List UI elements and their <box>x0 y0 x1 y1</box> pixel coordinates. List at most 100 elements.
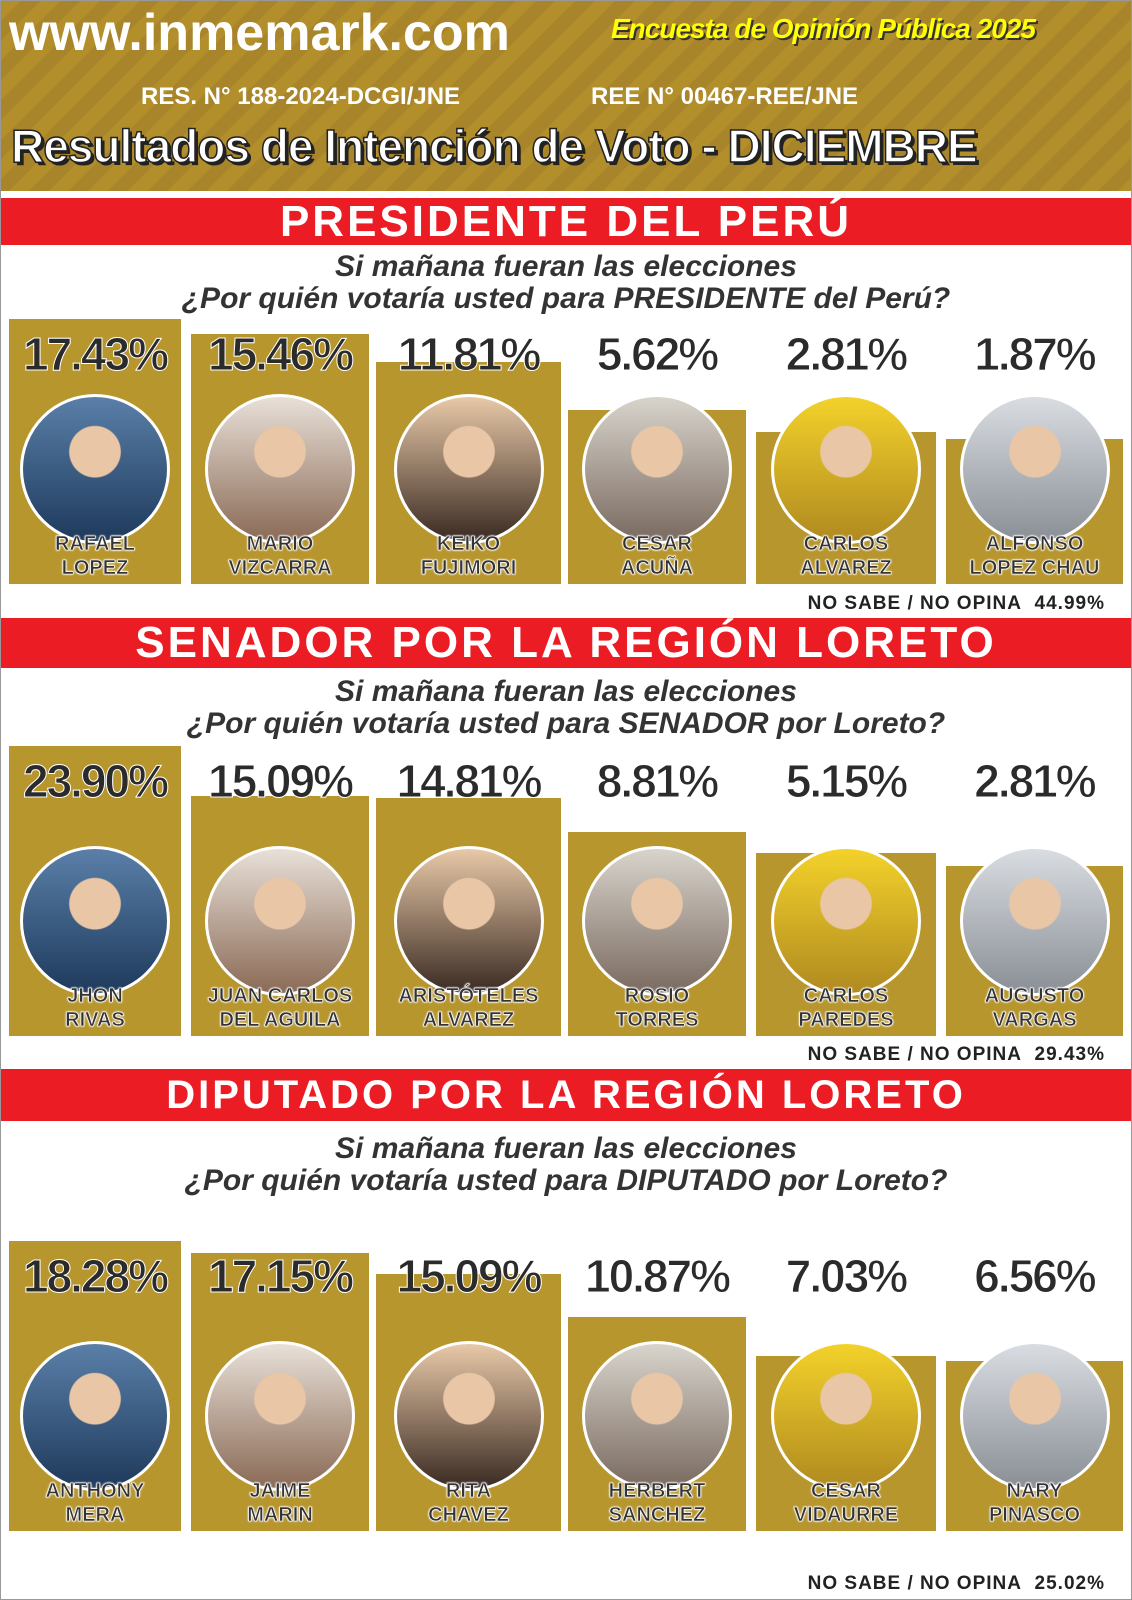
candidate-name-line: VIDAURRE <box>793 1504 899 1527</box>
percent-label: 1.87% <box>974 328 1097 381</box>
no-sabe-no-opina: NO SABE / NO OPINA 29.43% <box>808 1044 1105 1066</box>
candidate-name-line: CESAR <box>810 1480 882 1503</box>
percent-label: 23.90% <box>22 755 169 808</box>
no-sabe-no-opina: NO SABE / NO OPINA 44.99% <box>808 593 1105 615</box>
candidate-photo <box>959 1341 1110 1491</box>
candidate-photo <box>959 846 1110 996</box>
header-banner: www.inmemark.com Encuesta de Opinión Púb… <box>1 1 1131 194</box>
percent-label: 15.09% <box>396 1250 543 1303</box>
spacer <box>1022 593 1035 614</box>
candidate-name: RAFAEL LOPEZ <box>9 532 181 580</box>
candidate-name: CESAR VIDAURRE <box>756 1479 936 1527</box>
candidate-name-line: VIZCARRA <box>228 557 332 580</box>
section-title: SENADOR POR LA REGIÓN LORETO <box>1 618 1131 668</box>
percent-label: 2.81% <box>974 755 1097 808</box>
candidate-name-line: MARIN <box>247 1504 313 1527</box>
candidate-name: AUGUSTO VARGAS <box>946 984 1123 1032</box>
candidate-name-line: PAREDES <box>798 1009 894 1032</box>
question-line-2: ¿Por quién votaría usted para DIPUTADO p… <box>184 1164 948 1197</box>
no-sabe-no-opina: NO SABE / NO OPINA 25.02% <box>808 1573 1105 1595</box>
candidate-photo <box>582 846 732 996</box>
spacer <box>1022 1044 1035 1065</box>
candidate-name-line: CESAR <box>621 533 693 556</box>
candidate-name-line: RITA <box>445 1480 492 1503</box>
candidate-name: ROSIO TORRES <box>568 984 746 1032</box>
candidate-name-line: FUJIMORI <box>420 557 517 580</box>
ree-number: REE N° 00467-REE/JNE <box>591 83 859 110</box>
spacer <box>1022 1573 1035 1594</box>
candidate-name-line: ALVAREZ <box>800 557 892 580</box>
candidate-name-line: KEIKO <box>436 533 501 556</box>
candidate-name-line: ALFONSO <box>985 533 1084 556</box>
candidate-name: ARISTÓTELES ALVAREZ <box>376 984 561 1032</box>
candidate-photo <box>393 846 544 996</box>
resolution-number: RES. N° 188-2024-DCGI/JNE <box>141 83 461 110</box>
candidate-name-line: RIVAS <box>65 1009 125 1032</box>
candidate-name-line: PINASCO <box>988 1504 1081 1527</box>
main-title: Resultados de Intención de Voto - DICIEM… <box>10 119 978 173</box>
section-title: PRESIDENTE DEL PERÚ <box>1 198 1131 245</box>
percent-label: 15.46% <box>207 328 354 381</box>
survey-title: Encuesta de Opinión Pública 2025 <box>611 13 1036 44</box>
candidate-name-line: LOPEZ CHAU <box>969 557 1100 580</box>
candidate-name-line: MARIO <box>246 533 314 556</box>
no-sabe-value: 29.43% <box>1034 1044 1105 1065</box>
candidate-name: ANTHONY MERA <box>9 1479 181 1527</box>
candidate-photo <box>20 846 170 996</box>
candidate-name: JAIME MARIN <box>191 1479 369 1527</box>
candidate-name-line: LOPEZ <box>61 557 129 580</box>
question-line-1: Si mañana fueran las elecciones <box>335 250 797 283</box>
question-line-2: ¿Por quién votaría usted para SENADOR po… <box>186 707 946 740</box>
candidate-name-line: CARLOS <box>803 533 889 556</box>
percent-label: 2.81% <box>785 328 908 381</box>
candidate-name: ALFONSO LOPEZ CHAU <box>946 532 1123 580</box>
candidate-name-line: NARY <box>1006 1480 1063 1503</box>
no-sabe-value: 44.99% <box>1034 593 1105 614</box>
candidate-name-line: ANTHONY <box>45 1480 145 1503</box>
candidate-name-line: ACUÑA <box>620 557 694 580</box>
percent-label: 7.03% <box>785 1250 908 1303</box>
candidate-name-line: CARLOS <box>803 985 889 1008</box>
percent-label: 18.28% <box>22 1250 169 1303</box>
candidate-name-line: TORRES <box>615 1009 699 1032</box>
candidate-name-line: CHAVEZ <box>428 1504 509 1527</box>
candidate-name-line: MERA <box>65 1504 125 1527</box>
percent-label: 10.87% <box>584 1250 731 1303</box>
question-line-1: Si mañana fueran las elecciones <box>335 675 797 708</box>
candidate-name-line: ROSIO <box>624 985 690 1008</box>
percent-label: 17.43% <box>22 328 169 381</box>
percent-label: 6.56% <box>974 1250 1097 1303</box>
candidate-name-line: SANCHEZ <box>608 1504 706 1527</box>
candidate-name-line: RAFAEL <box>55 533 136 556</box>
no-sabe-label: NO SABE / NO OPINA <box>807 593 1022 614</box>
no-sabe-value: 25.02% <box>1034 1573 1105 1594</box>
candidate-photo <box>771 846 921 996</box>
candidate-photo <box>771 394 921 544</box>
candidate-photo <box>959 394 1110 544</box>
question-line-2: ¿Por quién votaría usted para PRESIDENTE… <box>181 282 951 315</box>
candidate-photo <box>205 846 355 996</box>
candidate-name-line: ALVAREZ <box>422 1009 515 1032</box>
candidate-name-line: VARGAS <box>992 1009 1077 1032</box>
candidate-photo <box>582 1341 732 1491</box>
candidate-photo <box>20 1341 170 1491</box>
candidate-photo <box>582 394 732 544</box>
candidate-name: JUAN CARLOS DEL AGUILA <box>191 984 369 1032</box>
candidate-name-line: JAIME <box>249 1480 311 1503</box>
candidate-name-line: JUAN CARLOS <box>207 985 353 1008</box>
candidate-name: HERBERT SANCHEZ <box>568 1479 746 1527</box>
candidate-photo <box>205 1341 355 1491</box>
candidate-photo <box>771 1341 921 1491</box>
question-line-1: Si mañana fueran las elecciones <box>335 1132 797 1165</box>
candidate-name-line: JHON <box>67 985 123 1008</box>
percent-label: 15.09% <box>207 755 354 808</box>
no-sabe-label: NO SABE / NO OPINA <box>807 1044 1022 1065</box>
candidate-name: CARLOS PAREDES <box>756 984 936 1032</box>
percent-label: 5.15% <box>785 755 908 808</box>
percent-label: 14.81% <box>396 755 543 808</box>
section-title: DIPUTADO POR LA REGIÓN LORETO <box>1 1069 1131 1121</box>
candidate-photo <box>205 394 355 544</box>
candidate-name-line: ARISTÓTELES <box>398 985 539 1008</box>
candidate-name-line: HERBERT <box>608 1480 706 1503</box>
no-sabe-label: NO SABE / NO OPINA <box>807 1573 1022 1594</box>
